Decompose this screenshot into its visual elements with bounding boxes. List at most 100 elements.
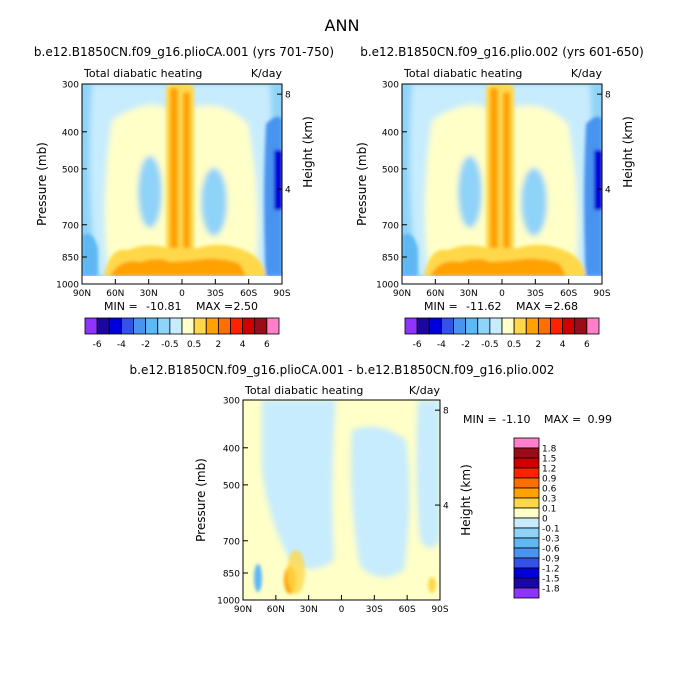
panel-c-xtick-label: 60S — [399, 605, 416, 615]
panel-c-colorbar-box — [513, 527, 540, 539]
panel-b-colorbar-label: -2 — [461, 340, 470, 350]
panel-a-ytick-label: 500 — [62, 165, 79, 175]
panel-a-colorbar-label: -4 — [117, 340, 126, 350]
panel-a-xtick-label: 90N — [73, 289, 91, 299]
panel-c-colorbar-box — [513, 517, 540, 529]
panel-b-xtick-label: 90N — [393, 289, 411, 299]
panel-b-colorbar-box — [428, 317, 442, 335]
panel-a-colorbar-label: 0.5 — [187, 340, 201, 350]
panel-a-colorbar-box — [254, 317, 268, 335]
panel-a-min-label: MIN = — [104, 300, 138, 313]
panel-c-min-label: MIN = — [463, 413, 497, 426]
panel-b-colorbar-box — [513, 317, 527, 335]
panel-c-colorbar-label: -1.5 — [542, 575, 560, 585]
panel-b-colorbar-box — [404, 317, 418, 335]
panel-b-colorbar-box — [537, 317, 551, 335]
panel-c-max-label: MAX = — [544, 413, 581, 426]
panel-c-xtick-label: 60N — [267, 605, 285, 615]
panel-c-colorbar: 1.81.51.20.90.60.30.10-0.1-0.3-0.6-0.9-1… — [513, 437, 560, 599]
panel-a-cooling-left — [138, 156, 162, 228]
panel-a-ytick-label: 850 — [62, 254, 79, 264]
panel-c-ytick-label: 400 — [223, 444, 240, 454]
panel-a-colorbar-box — [84, 317, 98, 335]
panel-c-colorbar-label: 1.5 — [542, 455, 556, 465]
panel-a-ytick-label: 1000 — [56, 281, 79, 291]
panel-a-min-value: -10.81 — [146, 300, 181, 313]
panel-c-colorbar-box — [513, 467, 540, 479]
panel-c-colorbar-label: 0.6 — [542, 485, 557, 495]
panel-c-xtick-label: 30S — [366, 605, 383, 615]
panel-a-colorbar-box — [96, 317, 110, 335]
panel-c-ytick-label: 1000 — [217, 597, 240, 607]
panel-c-colorbar-label: 0.3 — [542, 495, 556, 505]
panel-b-colorbar-box — [501, 317, 515, 335]
panel-c-colorbar-label: 1.8 — [542, 445, 557, 455]
panel-b-colorbar-label: -4 — [437, 340, 446, 350]
panel-c-colorbar-label: -0.9 — [542, 555, 560, 565]
panel-b-height-tick-label: 8 — [605, 91, 611, 101]
panel-a-colorbar-label: -6 — [93, 340, 102, 350]
panel-a-colorbar-label: -2 — [141, 340, 150, 350]
panel-c-colorbar-box — [513, 497, 540, 509]
panel-a-colorbar-label: 6 — [264, 340, 270, 350]
panel-c-ylabel: Pressure (mb) — [194, 458, 208, 542]
panel-c-ytick-label: 850 — [223, 570, 240, 580]
panel-c-colorbar-label: 0 — [542, 515, 548, 525]
panel-b-xtick-label: 60S — [560, 289, 577, 299]
panel-a-ylabel-right: Height (km) — [301, 116, 315, 187]
panel-b-xtick-label: 90S — [593, 289, 610, 299]
panel-c-field — [243, 400, 440, 600]
panel-c-colorbar-label: -1.2 — [542, 565, 560, 575]
panel-a-colorbar-box — [205, 317, 219, 335]
panel-c-max-value: 0.99 — [588, 413, 613, 426]
panel-a-max-label: MAX = — [196, 300, 233, 313]
panel-b-colorbar: -6 -4 -2 -0.5 0.5 2 4 6 — [404, 317, 600, 350]
panel-a-colorbar-box — [157, 317, 171, 335]
panel-c-colorbar-label: 0.9 — [542, 475, 557, 485]
panel-a-colorbar-box — [193, 317, 207, 335]
panel-a-subtitle-left: Total diabatic heating — [83, 67, 202, 80]
panel-b-xtick-label: 0 — [499, 289, 505, 299]
panel-c-colorbar-label: 1.2 — [542, 465, 556, 475]
panel-b-ytick-label: 500 — [382, 165, 399, 175]
panel-a-itcz-core-left — [170, 88, 178, 270]
figure-title: ANN — [325, 16, 360, 35]
panel-a-colorbar-box — [120, 317, 134, 335]
panel-c-xtick-label: 30N — [300, 605, 318, 615]
panel-a-colorbar-label: 2 — [216, 340, 222, 350]
panel-c-xtick-label: 90S — [431, 605, 448, 615]
panel-c-colorbar-box — [513, 547, 540, 559]
panel-b-max-value: 2.68 — [554, 300, 579, 313]
panel-c: b.e12.B1850CN.f09_g16.plioCA.001 - b.e12… — [130, 363, 612, 615]
panel-a-boundary-layer-strong — [110, 258, 246, 276]
panel-b-itcz-core-left — [490, 88, 498, 270]
panel-a-colorbar-label: -0.5 — [161, 340, 179, 350]
panel-b-colorbar-box — [586, 317, 600, 335]
panel-c-colorbar-box — [513, 567, 540, 579]
panel-c-cooling-far-right — [416, 400, 440, 548]
panel-b-colorbar-box — [440, 317, 454, 335]
panel-b-colorbar-box — [477, 317, 491, 335]
panel-c-height-tick-label: 8 — [443, 407, 449, 417]
panel-c-subtitle-right: K/day — [409, 384, 441, 397]
panel-a-xtick-label: 60S — [240, 289, 257, 299]
panel-a-colorbar-box — [145, 317, 159, 335]
panel-b-arctic-cooling — [402, 233, 418, 276]
panel-c-colorbar-label: -1.8 — [542, 585, 560, 595]
panel-b-ytick-label: 300 — [382, 81, 399, 91]
panel-b-ylabel: Pressure (mb) — [355, 142, 369, 226]
panel-c-xtick-label: 0 — [339, 605, 345, 615]
panel-a-colorbar-box — [242, 317, 256, 335]
panel-a-colorbar-label: 4 — [240, 340, 246, 350]
panel-a-height-tick-label: 8 — [285, 91, 291, 101]
panel-c-cooling-left — [262, 400, 336, 569]
panel-a-itcz-core-right — [183, 92, 190, 268]
panel-a-colorbar-box — [169, 317, 183, 335]
panel-c-ylabel-right: Height (km) — [459, 464, 473, 535]
panel-a-colorbar-box — [217, 317, 231, 335]
panel-b-ytick-label: 850 — [382, 254, 399, 264]
panel-c-subtitle-left: Total diabatic heating — [244, 384, 363, 397]
panel-c-colorbar-label: -0.6 — [542, 545, 560, 555]
panel-c-colorbar-label: -0.3 — [542, 535, 560, 545]
panel-b-min-label: MIN = — [424, 300, 458, 313]
